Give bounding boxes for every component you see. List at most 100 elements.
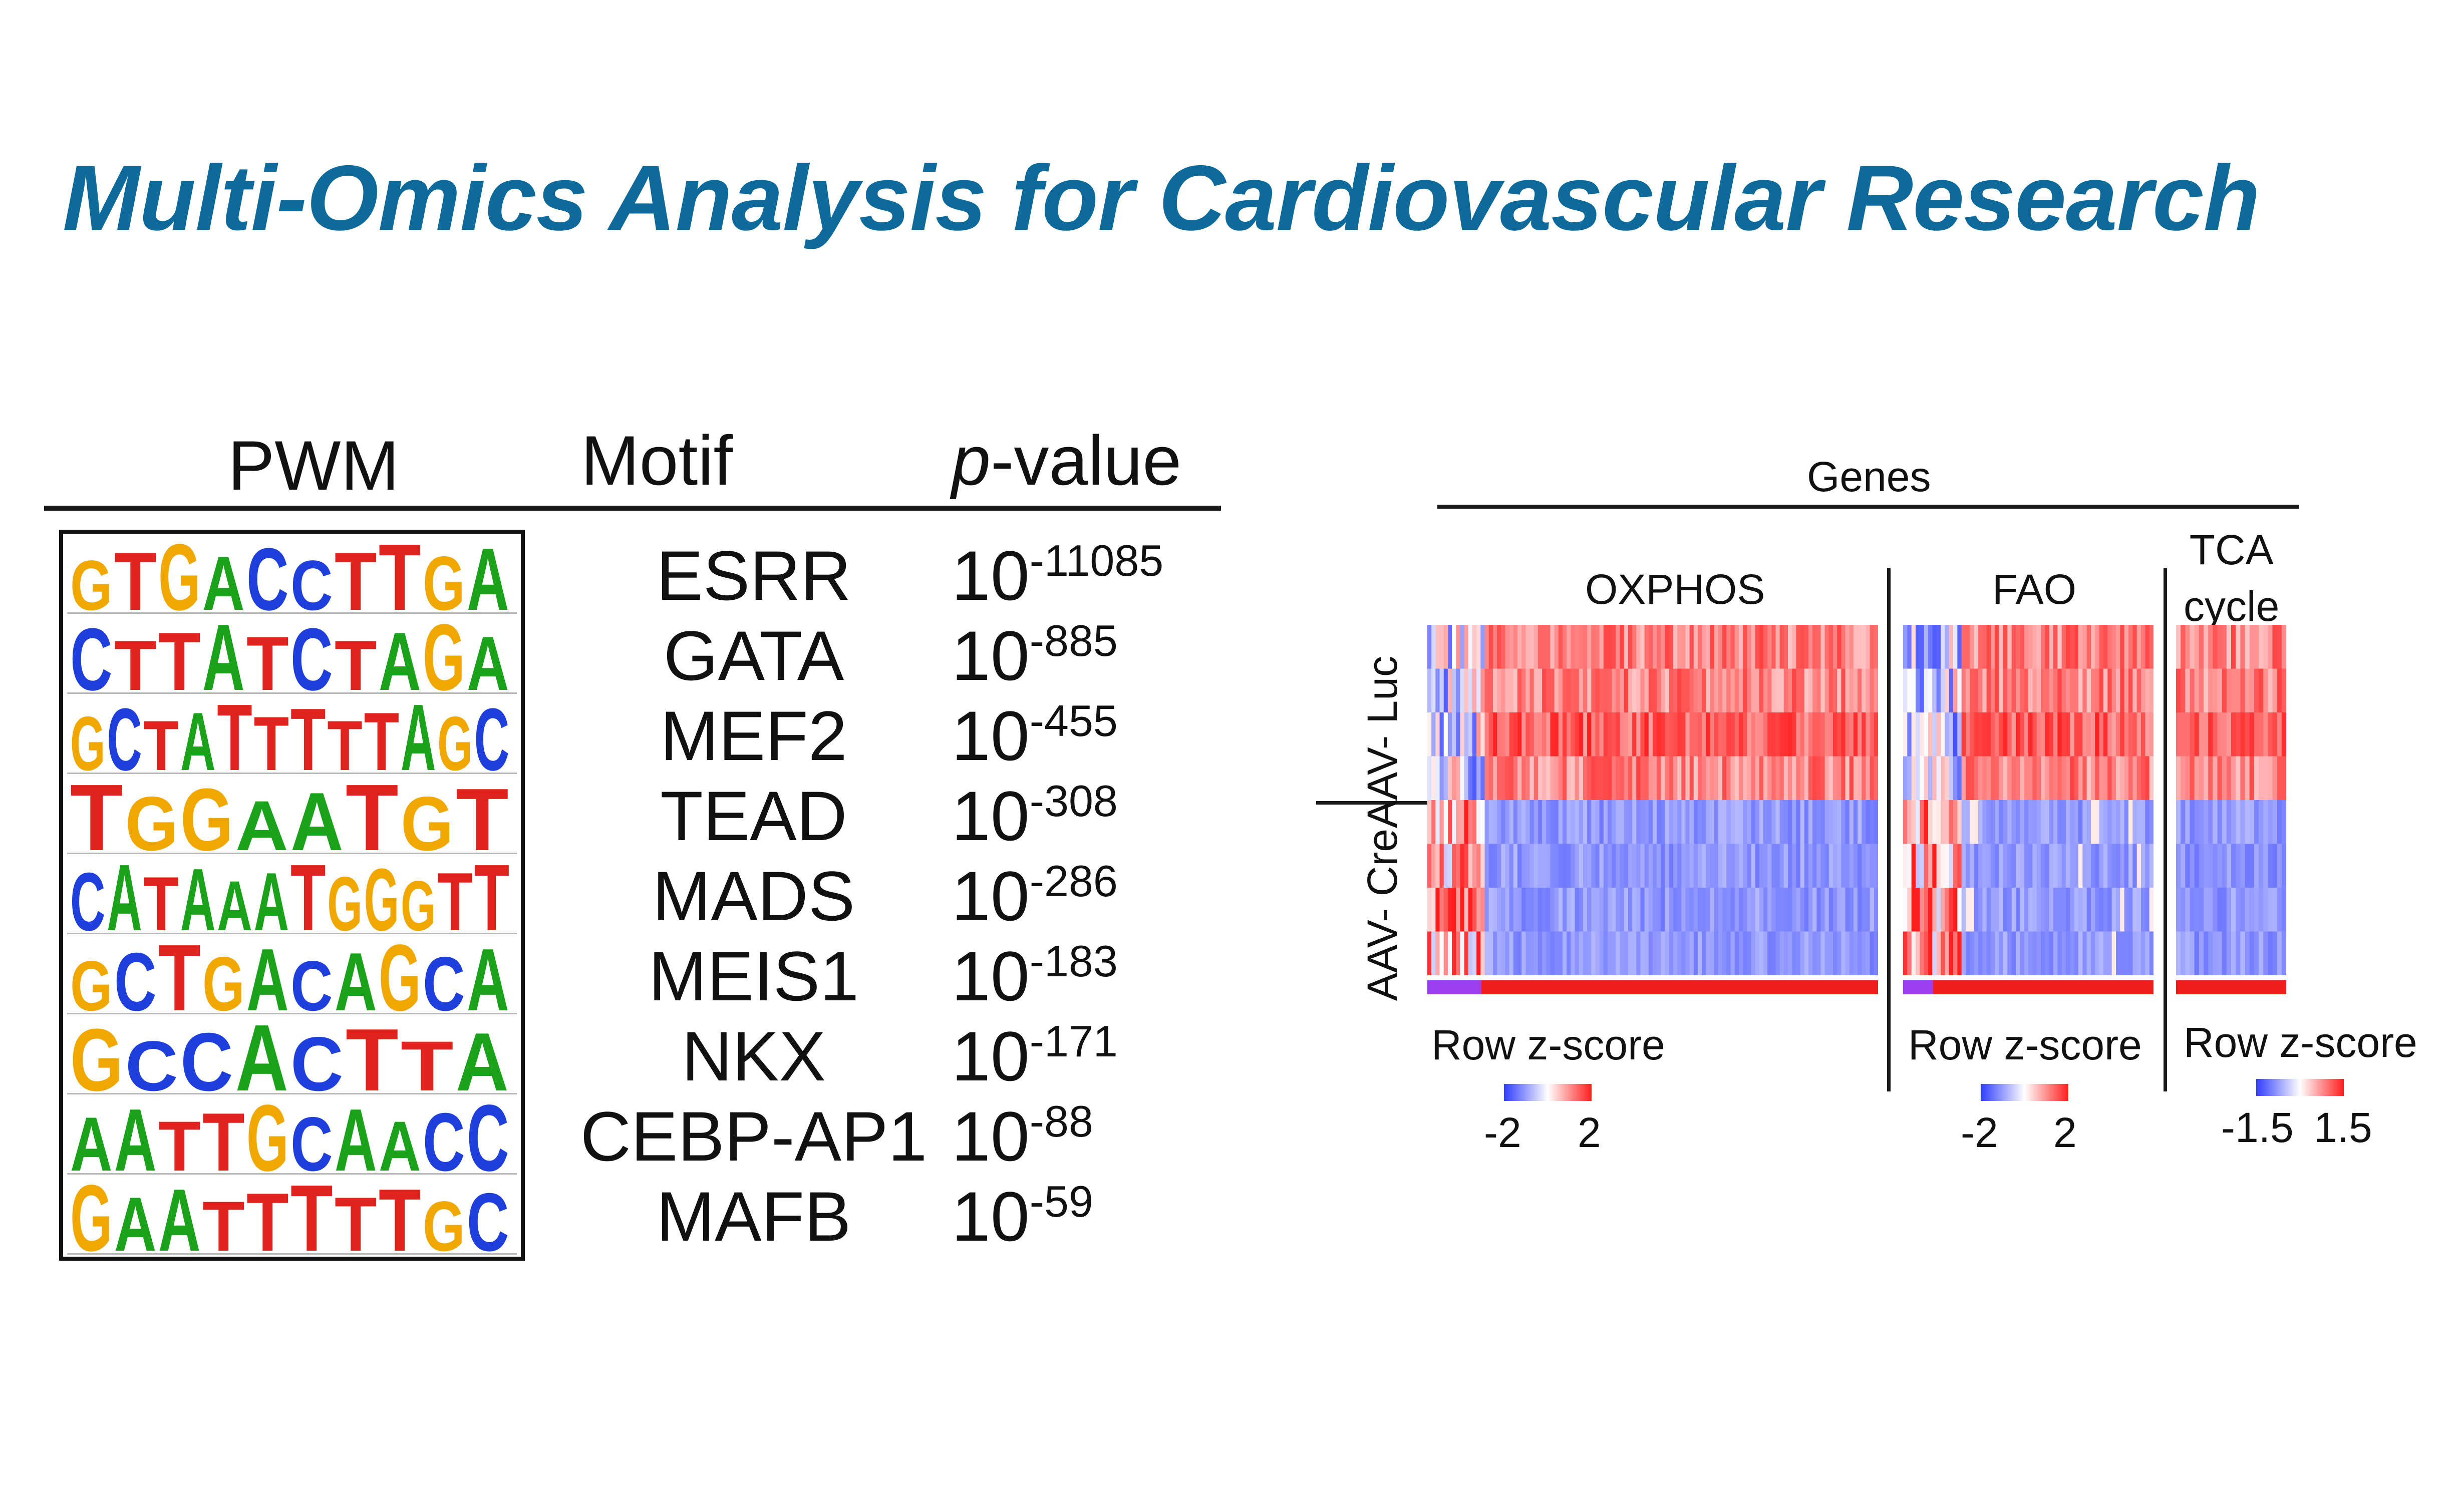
- heatmap-cell: [1966, 712, 1970, 757]
- heatmap-cell: [1488, 931, 1493, 975]
- logo-letter: C: [114, 936, 157, 1014]
- heatmap-cell: [1447, 931, 1452, 975]
- heatmap-cell: [1661, 625, 1666, 669]
- heatmap-cell: [2141, 931, 2145, 975]
- heatmap-cell: [1653, 800, 1657, 845]
- heatmap-cell: [1734, 712, 1739, 757]
- heatmap-cell: [1974, 625, 1979, 669]
- heatmap-cell: [1525, 668, 1530, 713]
- heatmap-cell: [1824, 625, 1829, 669]
- heatmap-cell: [2020, 712, 2025, 757]
- logo-letter: A: [158, 1176, 201, 1255]
- heatmap-cell: [1932, 931, 1937, 975]
- heatmap-cell: [2032, 625, 2037, 669]
- heatmap-cell: [2136, 712, 2141, 757]
- heatmap-cell: [1693, 888, 1698, 932]
- heatmap-cell: [2149, 668, 2153, 713]
- heatmap-cell: [1554, 844, 1559, 888]
- p-value-exponent: -286: [1029, 856, 1118, 906]
- heatmap-cell: [1497, 931, 1501, 975]
- heatmap-cell: [2124, 800, 2129, 845]
- heatmap-cell: [2208, 888, 2213, 932]
- heatmap-cell: [2070, 931, 2075, 975]
- heatmap-fao: [1903, 625, 2153, 975]
- heatmap-cell: [1841, 800, 1846, 845]
- heatmap-cell: [2078, 625, 2083, 669]
- heatmap-cell: [2231, 625, 2236, 669]
- heatmap-cell: [1595, 756, 1600, 801]
- heatmap-cell: [1579, 800, 1584, 845]
- logo-letter: G: [423, 540, 465, 614]
- heatmap-cell: [1995, 800, 2000, 845]
- heatmap-cell: [1858, 625, 1862, 669]
- heatmap-cell: [1804, 844, 1809, 888]
- heatmap-cell: [1447, 625, 1452, 669]
- heatmap-cell: [1616, 756, 1621, 801]
- heatmap-cell: [1644, 888, 1649, 932]
- heatmap-cell: [1928, 888, 1933, 932]
- heatmap-cell: [1710, 712, 1715, 757]
- heatmap-cell: [2259, 668, 2264, 713]
- heatmap-cell: [1853, 888, 1858, 932]
- heatmap-cell: [2070, 668, 2075, 713]
- heatmap-cell: [1685, 625, 1690, 669]
- heatmap-cell: [1743, 931, 1747, 975]
- heatmap-cell: [2111, 800, 2116, 845]
- heatmap-cell: [1640, 668, 1645, 713]
- heatmap-cell: [1928, 625, 1933, 669]
- heatmap-cell: [2053, 888, 2058, 932]
- heatmap-cell: [1550, 931, 1555, 975]
- heatmap-cell: [1443, 625, 1448, 669]
- heatmap-cell: [1427, 800, 1432, 845]
- heatmap-cell: [2011, 668, 2016, 713]
- heatmap-cell: [1706, 712, 1711, 757]
- heatmap-cell: [1751, 888, 1756, 932]
- heatmap-cell: [1669, 800, 1674, 845]
- heatmap-cell: [2074, 931, 2079, 975]
- heatmap-cell: [2041, 844, 2045, 888]
- heatmap-cell: [1640, 931, 1645, 975]
- heatmap-cell: [1501, 712, 1506, 757]
- heatmap-cell: [1476, 625, 1481, 669]
- heatmap-cell: [1966, 931, 1970, 975]
- heatmap-cell: [1828, 668, 1833, 713]
- heatmap-cell: [2095, 844, 2100, 888]
- heatmap-cell: [2141, 712, 2145, 757]
- heatmap-cell: [1517, 931, 1522, 975]
- heatmap-cell: [2222, 888, 2227, 932]
- logo-letter: T: [346, 1015, 399, 1094]
- heatmap-cell: [1636, 931, 1641, 975]
- heatmap-cell: [1546, 756, 1551, 801]
- heatmap-cell: [1677, 712, 1682, 757]
- heatmap-cell: [2245, 625, 2250, 669]
- heatmap-cell: [1599, 844, 1604, 888]
- heatmap-cell: [1595, 888, 1600, 932]
- heatmap-cell: [1628, 668, 1633, 713]
- heatmap-cell: [2007, 668, 2012, 713]
- logo-letter: C: [290, 615, 333, 694]
- heatmap-cell: [1497, 888, 1501, 932]
- heatmap-cell: [1435, 756, 1440, 801]
- heatmap-cell: [1644, 625, 1649, 669]
- heatmap-cell: [1870, 625, 1875, 669]
- logo-letter: G: [327, 861, 362, 934]
- heatmap-cell: [1924, 625, 1929, 669]
- heatmap-cell: [2277, 712, 2282, 757]
- heatmap-cell: [2116, 625, 2120, 669]
- heatmap-cell: [2070, 888, 2075, 932]
- heatmap-cell: [1804, 668, 1809, 713]
- heatmap-cell: [1945, 756, 1950, 801]
- heatmap-cell: [2007, 800, 2012, 845]
- heatmap-tca: [2176, 625, 2286, 975]
- genes-label: Genes: [1807, 453, 1931, 500]
- heatmap-cell: [1702, 712, 1706, 757]
- heatmap-cell: [1460, 844, 1465, 888]
- heatmap-cell: [1928, 800, 1933, 845]
- heatmap-cell: [1953, 756, 1958, 801]
- heatmap-cell: [1833, 625, 1837, 669]
- heatmap-cell: [1870, 712, 1875, 757]
- heatmap-cell: [1957, 800, 1962, 845]
- heatmap-cell: [2208, 625, 2213, 669]
